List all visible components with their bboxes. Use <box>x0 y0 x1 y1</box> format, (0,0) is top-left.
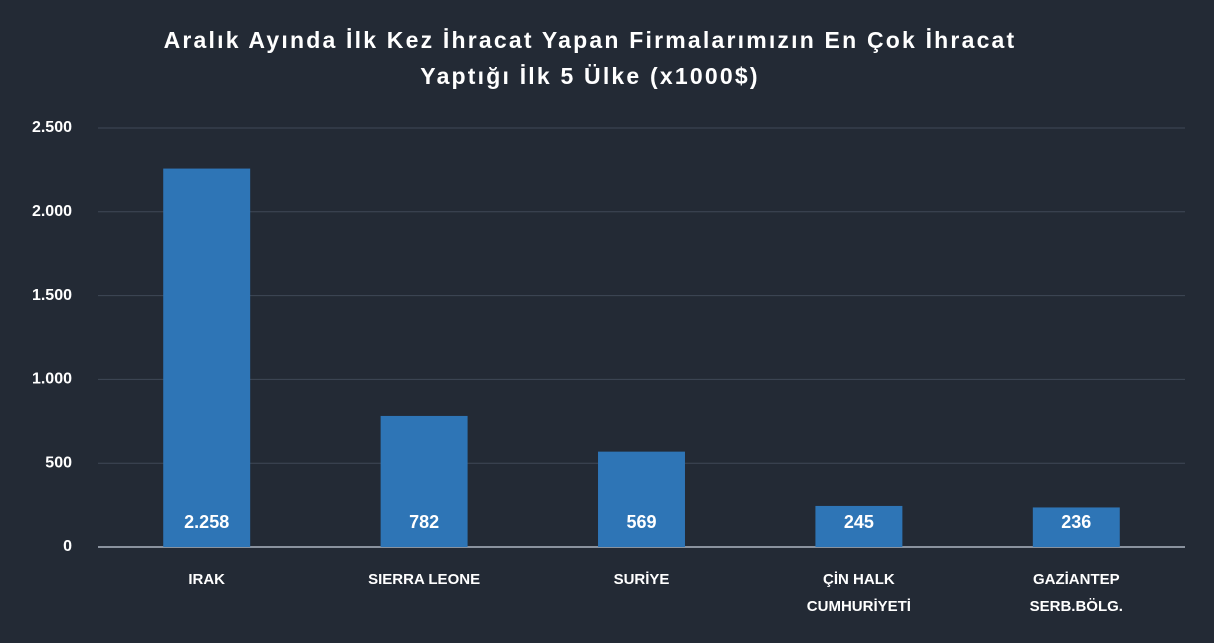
value-label: 236 <box>1061 512 1091 532</box>
x-tick-label: GAZİANTEP SERB.BÖLG. <box>1029 571 1123 615</box>
value-label: 782 <box>409 512 439 532</box>
bar <box>380 415 468 547</box>
x-tick-label: SURİYE <box>613 571 670 588</box>
value-label: 245 <box>844 512 874 532</box>
value-label: 569 <box>626 512 656 532</box>
x-tick-label: SIERRA LEONE <box>368 571 481 588</box>
bar <box>815 505 903 547</box>
x-tick-label: ÇİN HALK CUMHURİYETİ <box>806 571 911 615</box>
chart-title: Aralık Ayında İlk Kez İhracat Yapan Firm… <box>163 27 1017 89</box>
y-tick-label: 1.500 <box>32 287 72 304</box>
x-tick-label: IRAK <box>188 571 226 588</box>
y-tick-label: 1.000 <box>32 371 72 388</box>
bar <box>598 451 685 547</box>
value-label: 2.258 <box>184 512 229 532</box>
bar <box>163 168 251 547</box>
y-tick-label: 2.500 <box>32 119 72 136</box>
y-tick-label: 500 <box>45 454 72 471</box>
y-tick-label: 0 <box>63 538 72 555</box>
y-tick-label: 2.000 <box>32 203 72 220</box>
bar <box>1032 507 1120 547</box>
